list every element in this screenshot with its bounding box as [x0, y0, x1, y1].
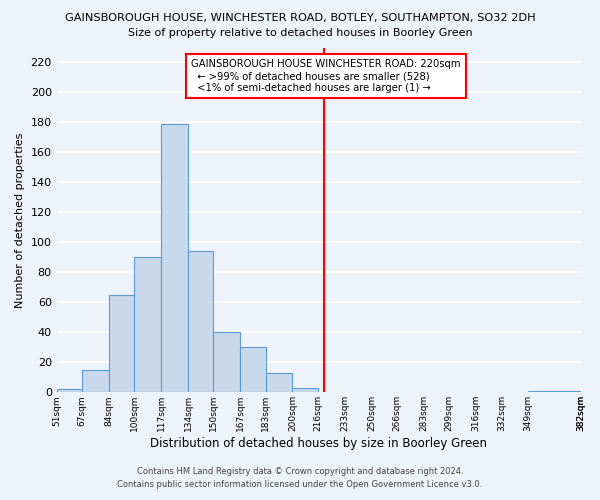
Text: Size of property relative to detached houses in Boorley Green: Size of property relative to detached ho…: [128, 28, 472, 38]
Bar: [266, 373, 292, 392]
Bar: [188, 252, 214, 392]
Bar: [109, 295, 134, 392]
Bar: [240, 348, 266, 393]
X-axis label: Distribution of detached houses by size in Boorley Green: Distribution of detached houses by size …: [150, 437, 487, 450]
Bar: [528, 391, 581, 392]
Text: GAINSBOROUGH HOUSE WINCHESTER ROAD: 220sqm
  ← >99% of detached houses are small: GAINSBOROUGH HOUSE WINCHESTER ROAD: 220s…: [191, 60, 461, 92]
Bar: [56, 390, 82, 392]
Y-axis label: Number of detached properties: Number of detached properties: [15, 132, 25, 308]
Bar: [214, 332, 240, 392]
Bar: [82, 370, 109, 392]
Bar: [161, 124, 188, 392]
Text: Contains HM Land Registry data © Crown copyright and database right 2024.
Contai: Contains HM Land Registry data © Crown c…: [118, 468, 482, 489]
Bar: [134, 258, 161, 392]
Bar: [292, 388, 318, 392]
Text: GAINSBOROUGH HOUSE, WINCHESTER ROAD, BOTLEY, SOUTHAMPTON, SO32 2DH: GAINSBOROUGH HOUSE, WINCHESTER ROAD, BOT…: [65, 12, 535, 22]
